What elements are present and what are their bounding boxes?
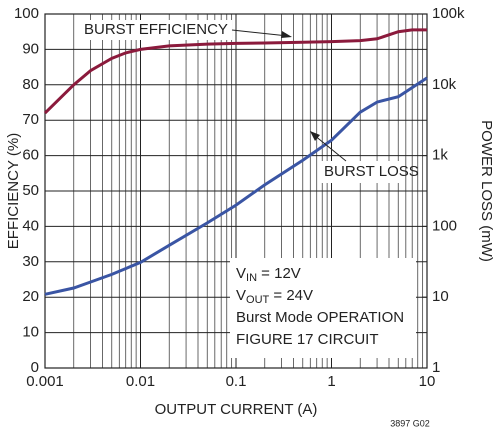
- condition-base: FIGURE 17 CIRCUIT: [236, 331, 379, 348]
- x-tick-label: 10: [419, 373, 436, 390]
- condition-rest: = 24V: [269, 287, 313, 304]
- y-tick-label: 100: [14, 5, 39, 22]
- condition-sub: OUT: [246, 294, 270, 306]
- condition: VIN = 12V: [236, 265, 301, 284]
- y-tick-label: 0: [31, 359, 39, 376]
- data-line: [44, 76, 428, 296]
- condition: FIGURE 17 CIRCUIT: [236, 331, 379, 348]
- label-bg: [320, 161, 400, 183]
- y2-tick-label: 100: [432, 217, 457, 234]
- figure-code: 3897 G02: [390, 418, 430, 428]
- x-tick-label: 1: [327, 373, 335, 390]
- x-tick-label: 0.001: [26, 373, 64, 390]
- y-tick-label: 80: [22, 76, 39, 93]
- series-label: BURST EFFICIENCY: [84, 21, 228, 38]
- y-tick-label: 40: [22, 217, 39, 234]
- y2-tick-label: 1: [432, 359, 440, 376]
- y-tick-label: 30: [22, 253, 39, 270]
- condition: Burst Mode OPERATION: [236, 309, 404, 326]
- condition-rest: = 12V: [257, 265, 301, 282]
- condition-sub: IN: [246, 272, 257, 284]
- y-tick-label: 10: [22, 324, 39, 341]
- y2-tick-label: 10k: [432, 76, 457, 93]
- data-line: [43, 28, 427, 115]
- x-tick-label: 0.01: [126, 373, 155, 390]
- x-axis-title: OUTPUT CURRENT (A): [155, 401, 318, 418]
- arrow: [231, 29, 289, 37]
- y-tick-label: 50: [22, 182, 39, 199]
- conditions-bg: [230, 258, 416, 358]
- condition-base: V: [236, 287, 246, 304]
- y-tick-label: 90: [22, 40, 39, 57]
- y-axis-title: EFFICIENCY (%): [5, 133, 22, 249]
- y-tick-label: 60: [22, 147, 39, 164]
- series-label: BURST LOSS: [324, 163, 419, 180]
- y2-tick-label: 10: [432, 288, 449, 305]
- y-tick-label: 20: [22, 288, 39, 305]
- condition-base: V: [236, 265, 246, 282]
- y2-tick-label: 100k: [432, 5, 465, 22]
- condition-base: Burst Mode OPERATION: [236, 309, 404, 326]
- label-bg: [80, 20, 232, 40]
- arrowhead: [310, 131, 320, 141]
- arrowhead: [281, 31, 292, 38]
- condition: VOUT = 24V: [236, 287, 313, 306]
- plot-frame: [44, 13, 428, 369]
- arrow: [313, 134, 347, 162]
- y-tick-label: 70: [22, 111, 39, 128]
- y2-tick-label: 1k: [432, 147, 448, 164]
- x-tick-label: 0.1: [226, 373, 247, 390]
- y2-axis-title: POWER LOSS (mW): [478, 120, 495, 262]
